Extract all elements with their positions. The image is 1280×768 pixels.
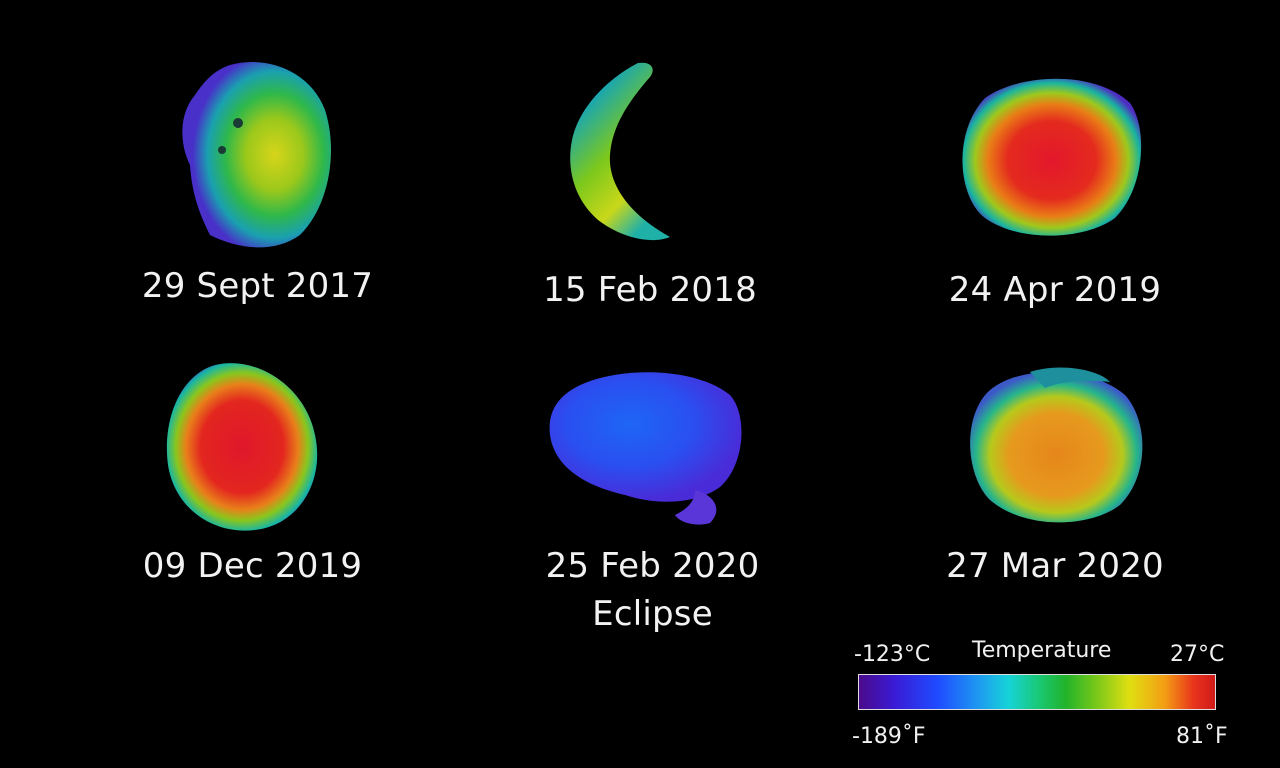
- panel-5-note: Eclipse: [592, 594, 713, 634]
- legend-title: Temperature: [972, 638, 1112, 663]
- legend-max-fahrenheit: 81˚F: [1176, 724, 1228, 749]
- legend-min-fahrenheit: -189˚F: [852, 724, 926, 749]
- thermal-image-4: [166, 363, 318, 531]
- panel-2-date: 15 Feb 2018: [543, 270, 757, 310]
- panel-1-date: 29 Sept 2017: [141, 266, 374, 306]
- thermal-image-2: [570, 62, 670, 241]
- legend-max-celsius: 27°C: [1170, 642, 1225, 667]
- thermal-image-6: [970, 367, 1143, 523]
- temperature-color-scale: [858, 674, 1216, 710]
- temperature-legend: -123°C Temperature 27°C -189˚F 81˚F: [840, 636, 1240, 756]
- legend-min-celsius: -123°C: [854, 642, 931, 667]
- thermal-image-3: [962, 78, 1142, 236]
- panel-5-date-text: 25 Feb 2020: [545, 546, 760, 586]
- panel-4-date: 09 Dec 2019: [142, 546, 363, 586]
- thermal-image-1: [182, 62, 332, 248]
- panel-3-date: 24 Apr 2019: [948, 270, 1162, 310]
- panel-6-date: 27 Mar 2020: [946, 546, 1164, 586]
- thermal-image-5: [549, 372, 742, 525]
- panel-5-date: 25 Feb 2020 Eclipse: [530, 546, 775, 634]
